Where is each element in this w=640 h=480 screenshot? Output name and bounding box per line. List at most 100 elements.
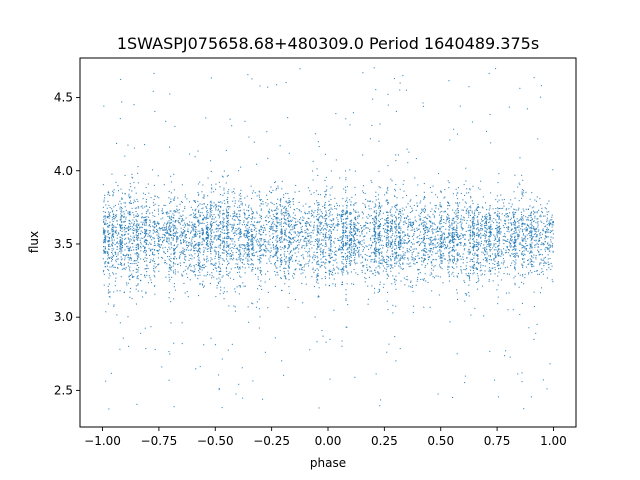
data-point — [203, 267, 205, 269]
data-point — [313, 259, 315, 261]
data-point — [270, 254, 272, 256]
data-point — [111, 240, 113, 242]
data-point — [154, 276, 156, 278]
data-point — [379, 232, 381, 234]
data-point — [193, 234, 195, 236]
data-point — [291, 219, 293, 221]
data-point — [173, 283, 175, 285]
data-point — [274, 337, 276, 339]
data-point — [399, 188, 401, 190]
data-point — [383, 259, 385, 261]
data-point — [191, 236, 193, 238]
data-point — [168, 190, 170, 192]
data-point — [285, 209, 287, 211]
data-point — [379, 236, 381, 238]
data-point — [346, 199, 348, 201]
data-point — [455, 221, 457, 223]
data-point — [322, 235, 324, 237]
data-point — [120, 248, 122, 250]
data-point — [534, 230, 536, 232]
data-point — [482, 247, 484, 249]
data-point — [325, 232, 327, 234]
data-point — [141, 205, 143, 207]
data-point — [227, 214, 229, 216]
data-point — [238, 271, 240, 273]
data-point — [469, 220, 471, 222]
data-point — [345, 211, 347, 213]
data-point — [153, 238, 155, 240]
data-point — [181, 273, 183, 275]
data-point — [144, 219, 146, 221]
data-point — [251, 269, 253, 271]
data-point — [173, 272, 175, 274]
data-point — [252, 303, 254, 305]
data-point — [420, 200, 422, 202]
data-point — [521, 189, 523, 191]
data-point — [128, 196, 130, 198]
data-point — [379, 123, 381, 125]
data-point — [399, 246, 401, 248]
data-point — [378, 261, 380, 263]
data-point — [244, 236, 246, 238]
data-point — [403, 239, 405, 241]
data-point — [354, 202, 356, 204]
data-point — [331, 256, 333, 258]
data-point — [324, 204, 326, 206]
data-point — [283, 226, 285, 228]
data-point — [374, 274, 376, 276]
data-point — [287, 244, 289, 246]
data-point — [362, 257, 364, 259]
data-point — [400, 239, 402, 241]
data-point — [544, 215, 546, 217]
data-point — [104, 246, 106, 248]
data-point — [317, 207, 319, 209]
data-point — [250, 244, 252, 246]
data-point — [390, 270, 392, 272]
data-point — [350, 264, 352, 266]
data-point — [371, 181, 373, 183]
data-point — [317, 231, 319, 233]
data-point — [109, 291, 111, 293]
data-point — [111, 235, 113, 237]
data-point — [424, 205, 426, 207]
data-point — [476, 216, 478, 218]
data-point — [215, 263, 217, 265]
data-point — [269, 256, 271, 258]
data-point — [394, 206, 396, 208]
data-point — [118, 190, 120, 192]
data-point — [184, 206, 186, 208]
data-point — [435, 247, 437, 249]
data-point — [223, 200, 225, 202]
data-point — [199, 250, 201, 252]
data-point — [189, 263, 191, 265]
data-point — [440, 246, 442, 248]
data-point — [503, 205, 505, 207]
data-point — [260, 270, 262, 272]
data-point — [301, 267, 303, 269]
data-point — [138, 247, 140, 249]
data-point — [220, 240, 222, 242]
data-point — [233, 197, 235, 199]
data-point — [375, 271, 377, 273]
data-point — [456, 226, 458, 228]
data-point — [328, 238, 330, 240]
data-point — [143, 249, 145, 251]
data-point — [407, 229, 409, 231]
data-point — [369, 215, 371, 217]
data-point — [456, 266, 458, 268]
data-point — [225, 182, 227, 184]
data-point — [353, 254, 355, 256]
data-point — [143, 219, 145, 221]
data-point — [423, 183, 425, 185]
data-point — [193, 246, 195, 248]
data-point — [480, 240, 482, 242]
data-point — [341, 256, 343, 258]
data-point — [536, 211, 538, 213]
data-point — [202, 207, 204, 209]
data-point — [191, 221, 193, 223]
data-point — [226, 238, 228, 240]
data-point — [230, 258, 232, 260]
data-point — [240, 201, 242, 203]
data-point — [517, 221, 519, 223]
data-point — [485, 213, 487, 215]
